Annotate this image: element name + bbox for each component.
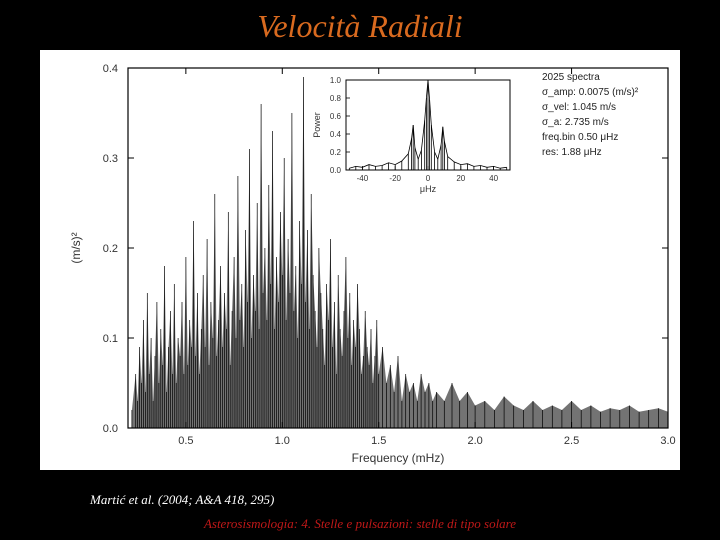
svg-text:σ_vel: 1.045 m/s: σ_vel: 1.045 m/s — [542, 102, 616, 113]
svg-text:0.4: 0.4 — [103, 63, 118, 75]
svg-text:(m/s)²: (m/s)² — [69, 232, 83, 263]
page-title: Velocità Radiali — [0, 0, 720, 45]
citation-text: Martić et al. (2004; A&A 418, 295) — [90, 492, 274, 508]
svg-text:res: 1.88 μHz: res: 1.88 μHz — [542, 147, 602, 158]
svg-text:0.2: 0.2 — [330, 148, 342, 157]
svg-text:1.0: 1.0 — [275, 435, 290, 447]
svg-text:-40: -40 — [357, 174, 369, 183]
svg-text:3.0: 3.0 — [660, 435, 675, 447]
svg-text:40: 40 — [489, 174, 498, 183]
svg-text:Frequency (mHz): Frequency (mHz) — [352, 451, 445, 465]
svg-text:20: 20 — [456, 174, 465, 183]
svg-text:2.0: 2.0 — [467, 435, 482, 447]
power-spectrum-chart: 0.5 1.0 1.5 2.0 2.5 3.0 0.0 0.1 0.2 0.3 0.4 Frequen… — [40, 50, 680, 470]
svg-text:0.5: 0.5 — [178, 435, 193, 447]
svg-text:σ_amp: 0.0075 (m/s)²: σ_amp: 0.0075 (m/s)² — [542, 87, 639, 98]
svg-text:Power: Power — [312, 112, 322, 138]
svg-text:1.0: 1.0 — [330, 76, 342, 85]
svg-text:0.2: 0.2 — [103, 243, 118, 255]
svg-text:0.3: 0.3 — [103, 153, 118, 165]
svg-text:0.6: 0.6 — [330, 112, 342, 121]
svg-text:μHz: μHz — [420, 184, 437, 194]
svg-text:0.1: 0.1 — [103, 333, 118, 345]
svg-text:2025 spectra: 2025 spectra — [542, 72, 600, 83]
svg-text:-20: -20 — [389, 174, 401, 183]
svg-text:0.0: 0.0 — [330, 166, 342, 175]
svg-text:0: 0 — [426, 174, 431, 183]
chart-panel: 0.5 1.0 1.5 2.0 2.5 3.0 0.0 0.1 0.2 0.3 0.4 Frequen… — [40, 50, 680, 470]
svg-text:σ_a: 2.735 m/s: σ_a: 2.735 m/s — [542, 117, 609, 128]
svg-text:freq.bin 0.50 μHz: freq.bin 0.50 μHz — [542, 132, 618, 143]
svg-text:2.5: 2.5 — [564, 435, 579, 447]
svg-text:1.5: 1.5 — [371, 435, 386, 447]
svg-text:0.4: 0.4 — [330, 130, 342, 139]
footer-text: Asterosismologia: 4. Stelle e pulsazioni… — [0, 516, 720, 532]
svg-text:0.8: 0.8 — [330, 94, 342, 103]
svg-text:0.0: 0.0 — [103, 423, 118, 435]
